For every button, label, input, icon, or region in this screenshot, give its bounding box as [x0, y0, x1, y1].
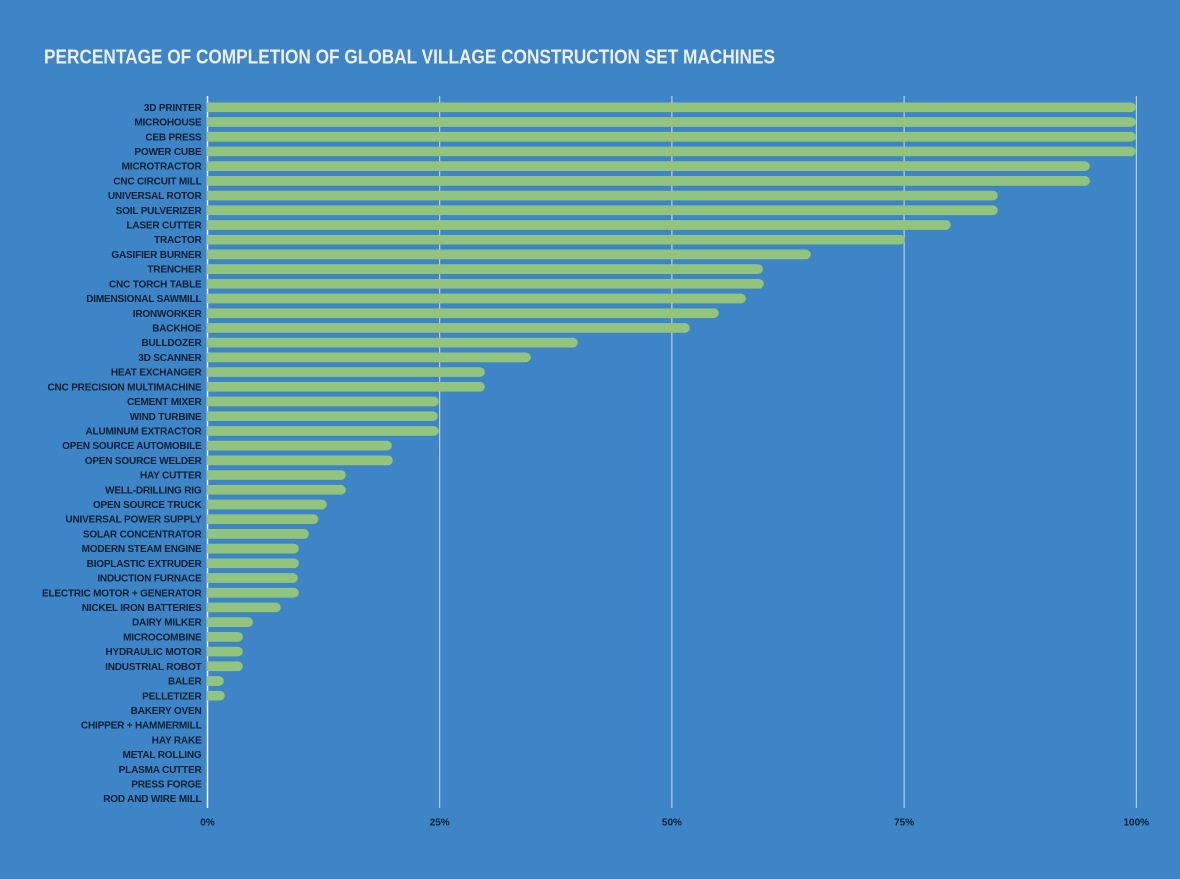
svg-text:WELL-DRILLING RIG: WELL-DRILLING RIG	[105, 485, 202, 496]
svg-text:50%: 50%	[662, 818, 682, 829]
svg-text:SOIL PULVERIZER: SOIL PULVERIZER	[116, 206, 203, 217]
svg-text:MODERN STEAM ENGINE: MODERN STEAM ENGINE	[82, 544, 202, 555]
svg-text:UNIVERSAL ROTOR: UNIVERSAL ROTOR	[108, 191, 203, 202]
svg-text:HAY CUTTER: HAY CUTTER	[140, 471, 203, 482]
svg-text:CNC TORCH TABLE: CNC TORCH TABLE	[109, 279, 202, 290]
svg-text:INDUSTRIAL ROBOT: INDUSTRIAL ROBOT	[105, 662, 201, 673]
svg-text:MICROCOMBINE: MICROCOMBINE	[123, 632, 202, 643]
svg-text:PRESS FORGE: PRESS FORGE	[131, 780, 202, 791]
svg-text:0%: 0%	[200, 818, 215, 829]
svg-text:POWER CUBE: POWER CUBE	[134, 147, 202, 158]
svg-text:INDUCTION FURNACE: INDUCTION FURNACE	[97, 574, 202, 585]
svg-text:HYDRAULIC MOTOR: HYDRAULIC MOTOR	[105, 647, 202, 658]
svg-text:3D PRINTER: 3D PRINTER	[144, 103, 203, 114]
svg-text:BACKHOE: BACKHOE	[152, 324, 202, 335]
svg-text:CHIPPER + HAMMERMILL: CHIPPER + HAMMERMILL	[81, 721, 202, 732]
svg-text:HEAT EXCHANGER: HEAT EXCHANGER	[111, 368, 203, 379]
svg-text:UNIVERSAL POWER SUPPLY: UNIVERSAL POWER SUPPLY	[65, 515, 202, 526]
svg-text:MICROHOUSE: MICROHOUSE	[134, 118, 202, 129]
svg-text:25%: 25%	[430, 818, 450, 829]
svg-text:ALUMINUM EXTRACTOR: ALUMINUM EXTRACTOR	[85, 426, 202, 437]
svg-text:CEB PRESS: CEB PRESS	[145, 132, 202, 143]
svg-text:CNC PRECISION MULTIMACHINE: CNC PRECISION MULTIMACHINE	[47, 382, 202, 393]
svg-text:TRENCHER: TRENCHER	[147, 265, 202, 276]
svg-text:DIMENSIONAL SAWMILL: DIMENSIONAL SAWMILL	[86, 294, 201, 305]
svg-text:WIND TURBINE: WIND TURBINE	[130, 412, 202, 423]
svg-text:BAKERY OVEN: BAKERY OVEN	[131, 706, 202, 717]
svg-text:PERCENTAGE OF COMPLETION OF GL: PERCENTAGE OF COMPLETION OF GLOBAL VILLA…	[44, 47, 775, 69]
svg-text:BULLDOZER: BULLDOZER	[141, 338, 202, 349]
svg-text:BALER: BALER	[168, 677, 203, 688]
svg-text:ELECTRIC MOTOR + GENERATOR: ELECTRIC MOTOR + GENERATOR	[42, 588, 202, 599]
svg-text:CEMENT MIXER: CEMENT MIXER	[127, 397, 202, 408]
svg-text:CNC CIRCUIT MILL: CNC CIRCUIT MILL	[113, 176, 201, 187]
svg-text:METAL ROLLING: METAL ROLLING	[123, 750, 202, 761]
svg-text:GASIFIER BURNER: GASIFIER BURNER	[111, 250, 202, 261]
svg-text:IRONWORKER: IRONWORKER	[133, 309, 203, 320]
svg-text:MICROTRACTOR: MICROTRACTOR	[122, 162, 203, 173]
svg-text:3D SCANNER: 3D SCANNER	[138, 353, 202, 364]
svg-text:OPEN SOURCE TRUCK: OPEN SOURCE TRUCK	[93, 500, 203, 511]
svg-text:OPEN SOURCE AUTOMOBILE: OPEN SOURCE AUTOMOBILE	[62, 441, 202, 452]
svg-text:BIOPLASTIC EXTRUDER: BIOPLASTIC EXTRUDER	[87, 559, 203, 570]
svg-text:75%: 75%	[894, 818, 914, 829]
svg-text:LASER CUTTER: LASER CUTTER	[126, 221, 202, 232]
svg-text:HAY RAKE: HAY RAKE	[152, 735, 202, 746]
svg-text:ROD AND WIRE MILL: ROD AND WIRE MILL	[103, 794, 201, 805]
svg-text:NICKEL IRON BATTERIES: NICKEL IRON BATTERIES	[82, 603, 202, 614]
svg-text:PLASMA CUTTER: PLASMA CUTTER	[119, 765, 203, 776]
svg-text:100%: 100%	[1124, 818, 1150, 829]
svg-text:PELLETIZER: PELLETIZER	[142, 691, 202, 702]
svg-text:TRACTOR: TRACTOR	[154, 235, 202, 246]
svg-text:OPEN SOURCE WELDER: OPEN SOURCE WELDER	[85, 456, 203, 467]
svg-text:SOLAR CONCENTRATOR: SOLAR CONCENTRATOR	[83, 529, 203, 540]
svg-text:DAIRY MILKER: DAIRY MILKER	[132, 618, 202, 629]
